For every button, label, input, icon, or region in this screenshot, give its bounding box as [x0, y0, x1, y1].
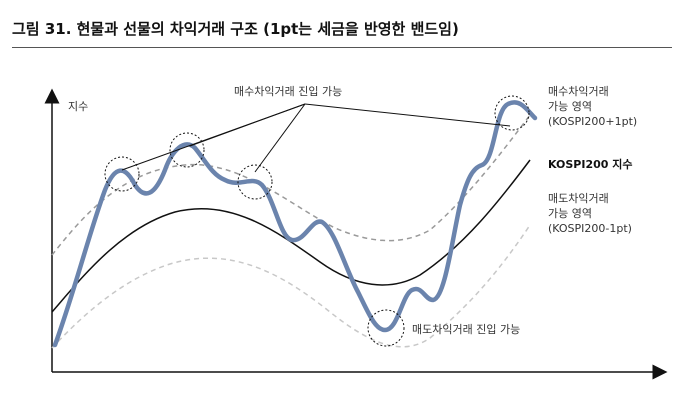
callout-line [304, 103, 511, 127]
title-divider [12, 47, 672, 48]
series-kospi200 [51, 159, 531, 313]
buy-entry-marker-1 [104, 156, 140, 192]
legend-index: KOSPI200 지수 [548, 157, 633, 171]
legend-buy-zone-line3: (KOSPI200+1pt) [548, 115, 637, 128]
series-lower-band [51, 224, 531, 349]
legend-sell-zone-line3: (KOSPI200-1pt) [548, 222, 632, 235]
legend-sell-zone-line1: 매도차익거래 [548, 192, 609, 205]
series-upper-band [51, 114, 531, 256]
callout-line [189, 103, 306, 147]
legend-buy-zone-line1: 매수차익거래 [548, 85, 609, 98]
series-futures [52, 100, 538, 348]
buy-entry-marker-2 [169, 132, 205, 168]
annotation-sell-entry: 매도차익거래 진입 가능 [412, 323, 520, 336]
sell-entry-marker [367, 309, 405, 347]
legend-sell-zone-line2: 가능 영역 [548, 207, 592, 220]
annotation-buy-entry: 매수차익거래 진입 가능 [234, 85, 342, 98]
callout-line [254, 103, 306, 173]
buy-entry-marker-4 [494, 95, 530, 131]
buy-entry-marker-3 [237, 164, 273, 200]
legend-buy-zone-line2: 가능 영역 [548, 100, 592, 113]
chart-title: 그림 31. 현물과 선물의 차익거래 구조 (1pt는 세금을 반영한 밴드임… [12, 20, 459, 38]
y-axis-label: 지수 [68, 100, 88, 113]
